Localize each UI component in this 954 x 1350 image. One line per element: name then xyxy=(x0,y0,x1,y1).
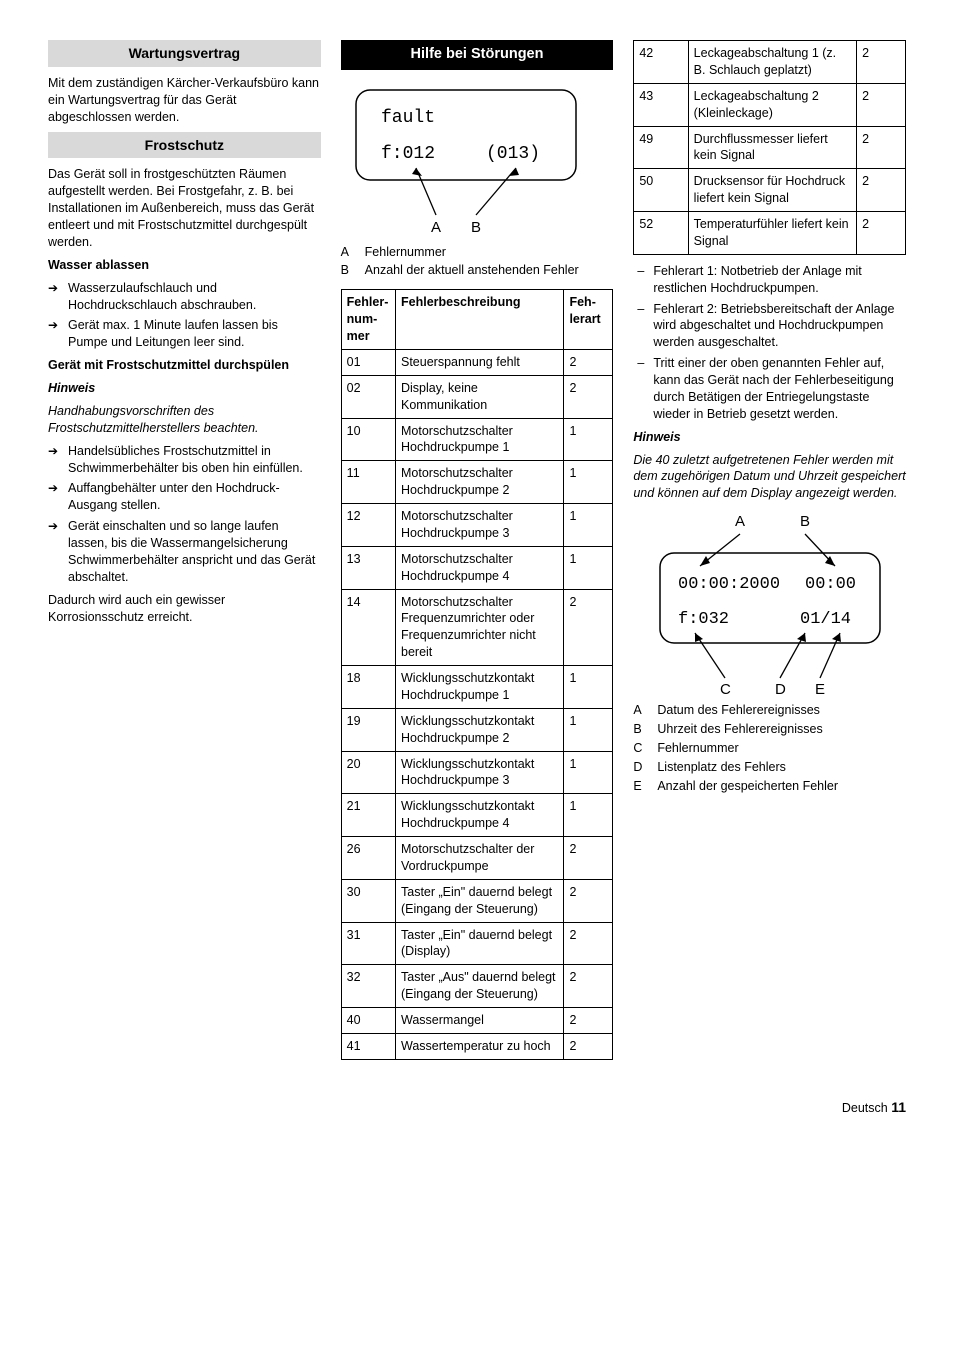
hinweis-text: Handhabungsvorschriften des Frostschutzm… xyxy=(48,403,321,437)
th-num: Fehler­num­mer xyxy=(341,290,395,350)
svg-text:fault: fault xyxy=(381,108,435,128)
table-row: 26Motorschutzschalter der Vordruckpumpe2 xyxy=(341,837,613,880)
list-item: Fehlerart 1: Notbetrieb der Anlage mit r… xyxy=(633,263,906,297)
table-row: 43Leckageabschaltung 2 (Kleinleckage)2 xyxy=(634,83,906,126)
page-footer: Deutsch 11 xyxy=(48,1098,906,1117)
error-table-cont: 42Leckageabschaltung 1 (z. B. Schlauch g… xyxy=(633,40,906,255)
heading-hilfe: Hilfe bei Störungen xyxy=(341,40,614,70)
error-table-main: Fehler­num­mer Fehlerbeschrei­bung Feh­l… xyxy=(341,289,614,1060)
list-item: Gerät max. 1 Minute laufen lassen bis Pu… xyxy=(48,317,321,351)
svg-text:(013): (013) xyxy=(486,144,540,164)
th-art: Feh­lerart xyxy=(564,290,613,350)
list-item: Fehlerart 2: Betriebsbereitschaft der An… xyxy=(633,301,906,352)
wasser-steps: Wasserzulaufschlauch und Hochdruckschlau… xyxy=(48,280,321,352)
table-row: 20Wicklungsschutzkontakt Hochdruckpumpe … xyxy=(341,751,613,794)
list-item: Tritt einer der oben genannten Fehler au… xyxy=(633,355,906,423)
heading-geraet-frost: Gerät mit Frostschutzmittel durchspülen xyxy=(48,357,321,374)
table-row: 12Motorschutzschalter Hochdruckpumpe 31 xyxy=(341,504,613,547)
table-row: 30Taster „Ein" dauernd belegt (Eingang d… xyxy=(341,879,613,922)
table-row: 49Durchflussmesser liefert kein Signal2 xyxy=(634,126,906,169)
heading-wasser-ablassen: Wasser ablassen xyxy=(48,257,321,274)
left-column: Wartungsvertrag Mit dem zuständigen Kärc… xyxy=(48,40,321,1068)
svg-text:00:00: 00:00 xyxy=(805,575,856,594)
svg-text:B: B xyxy=(471,219,481,236)
display-diagram-2: A B 00:00:2000 00:00 f:032 01/14 C D E xyxy=(640,508,900,698)
svg-text:f:012: f:012 xyxy=(381,144,435,164)
svg-text:A: A xyxy=(431,219,441,236)
list-item: Auffangbehälter unter den Hochdruck-Ausg… xyxy=(48,480,321,514)
middle-column: Hilfe bei Störungen fault f:012 (013) A … xyxy=(341,40,614,1068)
hinweis-label: Hinweis xyxy=(48,380,321,397)
heading-wartungsvertrag: Wartungsvertrag xyxy=(48,40,321,67)
svg-text:B: B xyxy=(800,513,810,530)
svg-text:A: A xyxy=(735,513,745,530)
table-row: 10Motorschutzschalter Hochdruckpumpe 11 xyxy=(341,418,613,461)
svg-text:D: D xyxy=(775,681,786,698)
table-row: 13Motorschutzschalter Hochdruckpumpe 41 xyxy=(341,546,613,589)
table-row: 40Wassermangel2 xyxy=(341,1008,613,1034)
table-row: 19Wicklungsschutzkontakt Hochdruckpumpe … xyxy=(341,708,613,751)
legend-2: ADatum des Fehlerereignisses BUhrzeit de… xyxy=(633,702,906,794)
hinweis-label-2: Hinweis xyxy=(633,429,906,446)
tail-text: Dadurch wird auch ein gewisser Korrosion… xyxy=(48,592,321,626)
table-row: 02Display, keine Kommunikation2 xyxy=(341,375,613,418)
svg-text:E: E xyxy=(815,681,825,698)
table-row: 21Wicklungsschutzkontakt Hochdruckpumpe … xyxy=(341,794,613,837)
table-row: 18Wicklungsschutzkontakt Hochdruckpumpe … xyxy=(341,666,613,709)
table-row: 32Taster „Aus" dauernd belegt (Eingang d… xyxy=(341,965,613,1008)
table-row: 14Motorschutzschalter Frequenzumrichter … xyxy=(341,589,613,666)
list-item: Handelsübliches Frostschutzmittel in Sch… xyxy=(48,443,321,477)
geraet-steps: Handelsübliches Frostschutzmittel in Sch… xyxy=(48,443,321,586)
error-type-notes: Fehlerart 1: Notbetrieb der Anlage mit r… xyxy=(633,263,906,423)
table-row: 50Drucksensor für Hochdruck liefert kein… xyxy=(634,169,906,212)
right-column: 42Leckageabschaltung 1 (z. B. Schlauch g… xyxy=(633,40,906,1068)
legend-1: AFehlernummer BAnzahl der aktuell ansteh… xyxy=(341,244,614,280)
list-item: Gerät einschalten und so lange laufen la… xyxy=(48,518,321,586)
svg-text:00:00:2000: 00:00:2000 xyxy=(678,575,780,594)
table-row: 41Wassertemperatur zu hoch2 xyxy=(341,1033,613,1059)
svg-text:C: C xyxy=(720,681,731,698)
list-item: Wasserzulaufschlauch und Hochdruckschlau… xyxy=(48,280,321,314)
table-row: 42Leckageabschaltung 1 (z. B. Schlauch g… xyxy=(634,41,906,84)
display-diagram-1: fault f:012 (013) A B xyxy=(341,80,591,240)
svg-text:01/14: 01/14 xyxy=(800,610,851,629)
heading-frostschutz: Frostschutz xyxy=(48,132,321,159)
table-row: 52Temperaturfühler liefert kein Signal2 xyxy=(634,212,906,255)
th-desc: Fehlerbeschrei­bung xyxy=(396,290,564,350)
table-row: 11Motorschutzschalter Hochdruckpumpe 21 xyxy=(341,461,613,504)
hinweis-text-2: Die 40 zuletzt aufgetretenen Fehler werd… xyxy=(633,452,906,503)
table-row: 31Taster „Ein" dauernd belegt (Display)2 xyxy=(341,922,613,965)
table-row: 01Steuerspannung fehlt2 xyxy=(341,349,613,375)
svg-text:f:032: f:032 xyxy=(678,610,729,629)
wartung-text: Mit dem zuständigen Kärcher-Verkaufsbüro… xyxy=(48,75,321,126)
frost-text: Das Gerät soll in frostgeschützten Räume… xyxy=(48,166,321,250)
